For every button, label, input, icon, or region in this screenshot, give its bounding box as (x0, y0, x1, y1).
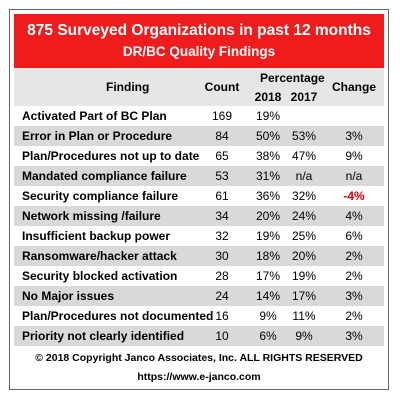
change-cell: 2% (345, 249, 363, 263)
pct-2018-cell: 50% (255, 129, 281, 143)
pct-2017-cell: 17% (291, 289, 317, 303)
count-cell: 34 (215, 209, 229, 223)
change-cell: 3% (345, 129, 363, 143)
count-cell: 24 (215, 289, 229, 303)
header-2017: 2017 (290, 90, 318, 104)
count-cell: 16 (215, 309, 229, 323)
header-2018: 2018 (254, 90, 282, 104)
count-cell: 53 (215, 169, 229, 183)
pct-2017-cell: 24% (291, 209, 317, 223)
change-cell: 3% (345, 289, 363, 303)
column-header: Finding Count Percentage 2018 2017 Chang… (14, 68, 384, 106)
pct-2017-cell: 9% (295, 329, 313, 343)
pct-2018-cell: 9% (259, 309, 277, 323)
change-cell: 3% (345, 329, 363, 343)
header-percentage: Percentage (260, 71, 325, 85)
pct-2018-cell: 20% (255, 209, 281, 223)
finding-cell: Network missing /failure (22, 209, 161, 223)
table-title: 875 Surveyed Organizations in past 12 mo… (27, 22, 371, 39)
table-row: Insufficient backup power 32 19% 25% 6% (14, 226, 384, 246)
count-cell: 32 (215, 229, 229, 243)
pct-2018-cell: 6% (259, 329, 277, 343)
change-cell: 2% (345, 309, 363, 323)
pct-2017-cell: n/a (295, 169, 313, 183)
pct-2017-cell: 47% (291, 149, 317, 163)
title-banner: 875 Surveyed Organizations in past 12 mo… (14, 14, 384, 68)
header-finding: Finding (106, 80, 150, 94)
website-link[interactable]: https://www.e-janco.com (137, 371, 261, 383)
pct-2017-cell: 32% (291, 189, 317, 203)
change-cell: 2% (345, 269, 363, 283)
change-cell: 9% (345, 149, 363, 163)
pct-2017-cell: 19% (291, 269, 317, 283)
pct-2018-cell: 36% (255, 189, 281, 203)
finding-cell: Insufficient backup power (22, 229, 171, 243)
pct-2017-cell: 25% (291, 229, 317, 243)
pct-2018-cell: 18% (255, 249, 281, 263)
table-row: Security compliance failure 61 36% 32% -… (14, 186, 384, 206)
table-row: Priority not clearly identified 10 6% 9%… (14, 326, 384, 346)
finding-cell: Error in Plan or Procedure (22, 129, 173, 143)
count-cell: 169 (211, 109, 233, 123)
pct-2017-cell: 53% (291, 129, 317, 143)
finding-cell: Ransomware/hacker attack (22, 249, 177, 263)
pct-2017-cell: 20% (291, 249, 317, 263)
finding-cell: Plan/Procedures not documented (22, 309, 214, 323)
table-body: Activated Part of BC Plan 169 19% Error … (14, 106, 384, 346)
finding-cell: Plan/Procedures not up to date (22, 149, 200, 163)
header-count: Count (204, 80, 240, 94)
table-row: Plan/Procedures not up to date 65 38% 47… (14, 146, 384, 166)
table-row: Error in Plan or Procedure 84 50% 53% 3% (14, 126, 384, 146)
table-row: Plan/Procedures not documented 16 9% 11%… (14, 306, 384, 326)
count-cell: 84 (215, 129, 229, 143)
change-cell-negative: -4% (343, 189, 365, 203)
copyright-notice: © 2018 Copyright Janco Associates, Inc. … (35, 352, 363, 364)
header-change: Change (331, 80, 376, 94)
count-cell: 61 (215, 189, 229, 203)
pct-2018-cell: 38% (255, 149, 281, 163)
change-cell: 6% (345, 229, 363, 243)
table-subtitle: DR/BC Quality Findings (122, 44, 276, 59)
finding-cell: Security blocked activation (22, 269, 178, 283)
finding-cell: Activated Part of BC Plan (22, 109, 167, 123)
table-row: Activated Part of BC Plan 169 19% (14, 106, 384, 126)
findings-table-card: 875 Surveyed Organizations in past 12 mo… (9, 9, 389, 390)
pct-2018-cell: 17% (255, 269, 281, 283)
table-row: Mandated compliance failure 53 31% n/a n… (14, 166, 384, 186)
count-cell: 30 (215, 249, 229, 263)
count-cell: 65 (215, 149, 229, 163)
table-row: Network missing /failure 34 20% 24% 4% (14, 206, 384, 226)
count-cell: 28 (215, 269, 229, 283)
table-row: Ransomware/hacker attack 30 18% 20% 2% (14, 246, 384, 266)
finding-cell: Mandated compliance failure (22, 169, 187, 183)
pct-2018-cell: 14% (255, 289, 281, 303)
change-cell: n/a (345, 169, 363, 183)
table-row: No Major issues 24 14% 17% 3% (14, 286, 384, 306)
finding-cell: No Major issues (22, 289, 115, 303)
pct-2018-cell: 19% (255, 229, 281, 243)
table-row: Security blocked activation 28 17% 19% 2… (14, 266, 384, 286)
pct-2018-cell: 31% (255, 169, 281, 183)
pct-2018-cell: 19% (255, 109, 281, 123)
count-cell: 10 (215, 329, 229, 343)
finding-cell: Priority not clearly identified (22, 329, 185, 343)
change-cell: 4% (345, 209, 363, 223)
finding-cell: Security compliance failure (22, 189, 179, 203)
pct-2017-cell: 11% (292, 309, 316, 323)
